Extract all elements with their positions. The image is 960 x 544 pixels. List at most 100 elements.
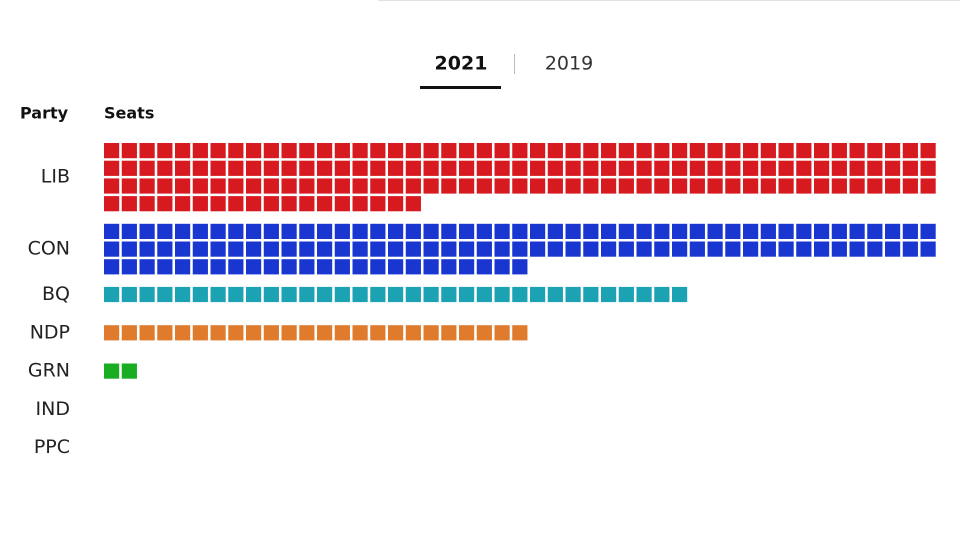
seat	[796, 143, 812, 159]
seat	[814, 160, 830, 176]
seat	[334, 178, 350, 194]
seat	[192, 143, 208, 159]
seat	[388, 286, 404, 303]
seat	[476, 325, 492, 341]
seat	[601, 286, 617, 303]
seat	[423, 241, 439, 257]
seat	[512, 160, 528, 176]
seat	[583, 223, 599, 239]
seat	[441, 178, 457, 194]
seat	[192, 160, 208, 176]
seat	[885, 241, 901, 257]
seat	[618, 286, 634, 303]
seat	[583, 178, 599, 194]
seat	[210, 160, 226, 176]
seat	[388, 160, 404, 176]
seat	[494, 178, 510, 194]
seat	[121, 196, 137, 212]
seat	[210, 325, 226, 341]
seat	[299, 196, 315, 212]
seat	[192, 178, 208, 194]
tab-2019[interactable]: 2019	[545, 53, 593, 75]
seat	[902, 241, 918, 257]
seat	[547, 160, 563, 176]
seat	[228, 196, 244, 212]
seat	[281, 259, 297, 275]
seat	[672, 160, 688, 176]
seat	[263, 325, 279, 341]
seat	[210, 223, 226, 239]
seat	[299, 178, 315, 194]
seat	[121, 143, 137, 159]
seat	[299, 286, 315, 303]
seat	[512, 325, 528, 341]
seat	[601, 143, 617, 159]
seat	[654, 241, 670, 257]
seat	[760, 223, 776, 239]
seat	[707, 241, 723, 257]
seat	[831, 223, 847, 239]
seat	[743, 178, 759, 194]
seat	[388, 143, 404, 159]
seat	[476, 143, 492, 159]
seat	[157, 223, 173, 239]
seat	[388, 223, 404, 239]
seat	[583, 241, 599, 257]
seat	[157, 178, 173, 194]
party-label: NDP	[30, 321, 70, 343]
seat	[494, 241, 510, 257]
seat	[618, 178, 634, 194]
seat	[405, 259, 421, 275]
seat	[246, 223, 262, 239]
seat	[831, 160, 847, 176]
seat	[459, 160, 475, 176]
seat	[778, 178, 794, 194]
seat	[157, 196, 173, 212]
seat	[494, 223, 510, 239]
seat	[299, 241, 315, 257]
seat	[352, 259, 368, 275]
seat	[636, 143, 652, 159]
seat	[157, 286, 173, 303]
seat	[281, 325, 297, 341]
seat	[512, 223, 528, 239]
seat	[121, 363, 137, 379]
party-label: LIB	[41, 166, 70, 188]
seat	[228, 325, 244, 341]
seat	[796, 223, 812, 239]
seat	[920, 178, 936, 194]
seat	[920, 160, 936, 176]
seat	[175, 160, 191, 176]
seat	[263, 178, 279, 194]
seat	[796, 178, 812, 194]
seat	[441, 223, 457, 239]
seat	[867, 178, 883, 194]
seat	[299, 223, 315, 239]
seat	[192, 241, 208, 257]
seat	[494, 325, 510, 341]
seat	[370, 286, 386, 303]
seat	[672, 241, 688, 257]
seat	[104, 286, 120, 303]
seat	[423, 325, 439, 341]
seat	[334, 196, 350, 212]
seat	[601, 160, 617, 176]
seat	[636, 286, 652, 303]
seat	[210, 286, 226, 303]
seat	[370, 143, 386, 159]
seat	[494, 143, 510, 159]
seat	[281, 160, 297, 176]
seat	[370, 178, 386, 194]
seat	[654, 223, 670, 239]
seat	[139, 223, 155, 239]
tab-2021[interactable]: 2021	[435, 53, 488, 75]
seat	[672, 223, 688, 239]
seat	[317, 143, 333, 159]
seat	[618, 241, 634, 257]
seat	[565, 160, 581, 176]
seat	[530, 286, 546, 303]
seat	[352, 196, 368, 212]
seat	[441, 325, 457, 341]
seat	[565, 223, 581, 239]
seat	[228, 286, 244, 303]
